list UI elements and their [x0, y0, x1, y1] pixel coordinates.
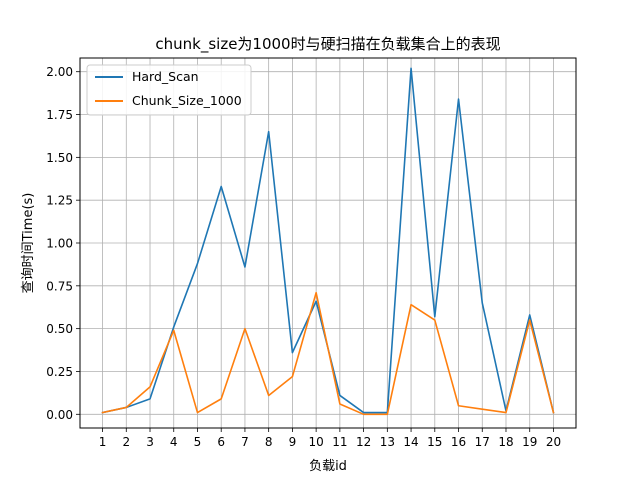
- y-tick-label: 2.00: [46, 65, 73, 79]
- x-tick-label: 7: [241, 435, 249, 449]
- x-tick-label: 8: [265, 435, 273, 449]
- legend-label-chunk-size-1000: Chunk_Size_1000: [132, 93, 242, 108]
- x-tick-label: 6: [217, 435, 225, 449]
- y-axis-title: 查询时间Time(s): [21, 193, 36, 294]
- x-tick-label: 17: [475, 435, 490, 449]
- x-tick-label: 18: [498, 435, 513, 449]
- x-tick-label: 9: [289, 435, 297, 449]
- x-tick-label: 16: [451, 435, 466, 449]
- plot-lines: [101, 67, 555, 416]
- y-tick-label: 1.75: [46, 108, 73, 122]
- x-tick-label: 19: [522, 435, 537, 449]
- chart-title: chunk_size为1000时与硬扫描在负载集合上的表现: [155, 35, 500, 54]
- legend-box: [86, 64, 252, 116]
- x-tick-label: 10: [308, 435, 323, 449]
- x-tick-label: 13: [380, 435, 395, 449]
- y-tick-label: 1.00: [46, 237, 73, 251]
- x-tick-label: 11: [332, 435, 347, 449]
- y-tick-label: 0.25: [46, 365, 73, 379]
- x-tick-label: 14: [403, 435, 418, 449]
- x-tick-label: 5: [194, 435, 202, 449]
- x-tick-label: 12: [356, 435, 371, 449]
- legend-label-hard-scan: Hard_Scan: [132, 69, 199, 84]
- y-tick-label: 0.50: [46, 322, 73, 336]
- y-tick-label: 1.25: [46, 194, 73, 208]
- x-tick-label: 20: [546, 435, 561, 449]
- x-tick-label: 1: [99, 435, 107, 449]
- series-line-chunk-size-1000: [101, 291, 555, 416]
- y-tick-label: 1.50: [46, 151, 73, 165]
- y-tick-label: 0.00: [46, 408, 73, 422]
- x-tick-label: 4: [170, 435, 178, 449]
- x-tick-label: 3: [146, 435, 154, 449]
- axis-ticks: 1 2 3 4 5 6 7 8 9 10 11 12 13 14 15 16 17 18 19 200.000.250…: [46, 65, 561, 449]
- x-axis-title: 负载id: [309, 459, 347, 474]
- x-tick-label: 15: [427, 435, 442, 449]
- legend: Hard_Scan Chunk_Size_1000: [86, 64, 252, 116]
- x-tick-label: 2: [122, 435, 130, 449]
- y-tick-label: 0.75: [46, 279, 73, 293]
- grid-lines: [80, 58, 576, 428]
